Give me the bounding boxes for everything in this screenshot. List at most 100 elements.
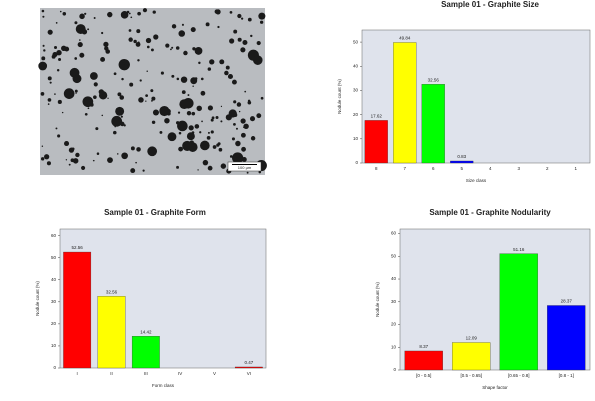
bar [499, 253, 538, 371]
value-label: 12.09 [466, 336, 478, 341]
x-tick-label: II [110, 371, 113, 376]
nodule [240, 132, 246, 138]
nodule [151, 120, 156, 125]
nodule [171, 74, 175, 78]
y-tick-label: 0 [393, 367, 396, 372]
nodule [181, 90, 186, 95]
nodule [233, 100, 237, 104]
nodule [199, 140, 210, 151]
nodule [236, 102, 242, 107]
nodule [180, 76, 188, 83]
nodule [178, 30, 186, 37]
nodule [200, 90, 206, 96]
nodule [152, 10, 156, 14]
nodule [197, 169, 199, 171]
nodule [55, 127, 58, 130]
nodule [93, 17, 96, 19]
nodule [227, 73, 233, 80]
nodule [186, 110, 192, 116]
nodule [150, 89, 154, 93]
nodule [65, 89, 69, 94]
nodule [93, 95, 97, 99]
nodule [206, 136, 211, 140]
nodule [242, 40, 248, 46]
nodule [98, 89, 104, 95]
nodule [147, 146, 158, 157]
nodule [164, 118, 170, 124]
y-tick-label: 0 [53, 365, 56, 370]
nodule [92, 159, 95, 162]
nodule [205, 22, 210, 27]
nodule [214, 9, 219, 14]
nodule [128, 12, 131, 15]
nodule [57, 134, 61, 138]
nodule [130, 168, 136, 174]
nodule [81, 165, 86, 170]
nodule [136, 147, 141, 152]
nodule [229, 10, 233, 14]
nodule [61, 111, 64, 114]
nodule [130, 16, 133, 19]
y-tick-label: 20 [51, 321, 57, 326]
nodule [107, 157, 113, 164]
x-tick-label: 7 [403, 166, 406, 171]
nodule [64, 140, 70, 147]
nodule [220, 120, 223, 123]
value-label: 0.47 [244, 360, 253, 365]
nodule [58, 57, 62, 61]
nodule [41, 56, 46, 61]
nodule [84, 12, 87, 15]
nodule [96, 152, 100, 155]
y-tick-label: 40 [51, 277, 57, 282]
nodule [120, 121, 125, 127]
nodule [210, 118, 214, 122]
y-axis-label: Nodule count (%) [35, 281, 40, 316]
bar [131, 336, 160, 369]
y-axis-label: Nodule count (%) [337, 79, 342, 114]
nodule [177, 111, 181, 114]
y-tick-label: 20 [391, 322, 397, 327]
x-tick-label: 2 [546, 166, 549, 171]
nodule [178, 146, 183, 152]
nodule [250, 34, 253, 38]
nodule [71, 147, 75, 151]
nodule [55, 22, 58, 24]
nodule [152, 109, 159, 116]
bar [393, 42, 417, 164]
nodule [128, 29, 132, 32]
nodule [194, 124, 200, 129]
nodule [191, 131, 195, 134]
nodule [241, 146, 246, 152]
x-tick-label: [0.65 - 0.8] [508, 373, 530, 378]
nodule [145, 37, 152, 44]
nodule [250, 136, 256, 141]
nodule [40, 92, 45, 96]
nodule [69, 67, 80, 78]
nodule [192, 85, 194, 87]
nodule [207, 67, 212, 71]
nodule [243, 123, 249, 130]
nodule [135, 42, 141, 47]
x-tick-label: III [144, 371, 148, 376]
nodule [153, 34, 159, 40]
nodule [49, 81, 52, 84]
nodule [167, 132, 177, 142]
nodule [247, 100, 252, 105]
bar [63, 251, 92, 369]
nodule [43, 49, 46, 52]
nodule [202, 159, 209, 166]
nodule [100, 57, 106, 62]
nodule [87, 28, 90, 31]
value-label: 14.42 [140, 329, 152, 334]
nodule [211, 116, 215, 120]
nodule [244, 90, 247, 93]
nodule [135, 161, 137, 164]
nodule [258, 170, 262, 174]
x-tick-label: IV [178, 371, 182, 376]
nodule [249, 116, 256, 122]
nodule [56, 68, 60, 72]
nodule [42, 15, 45, 18]
nodule [121, 152, 128, 160]
nodule [120, 115, 123, 118]
